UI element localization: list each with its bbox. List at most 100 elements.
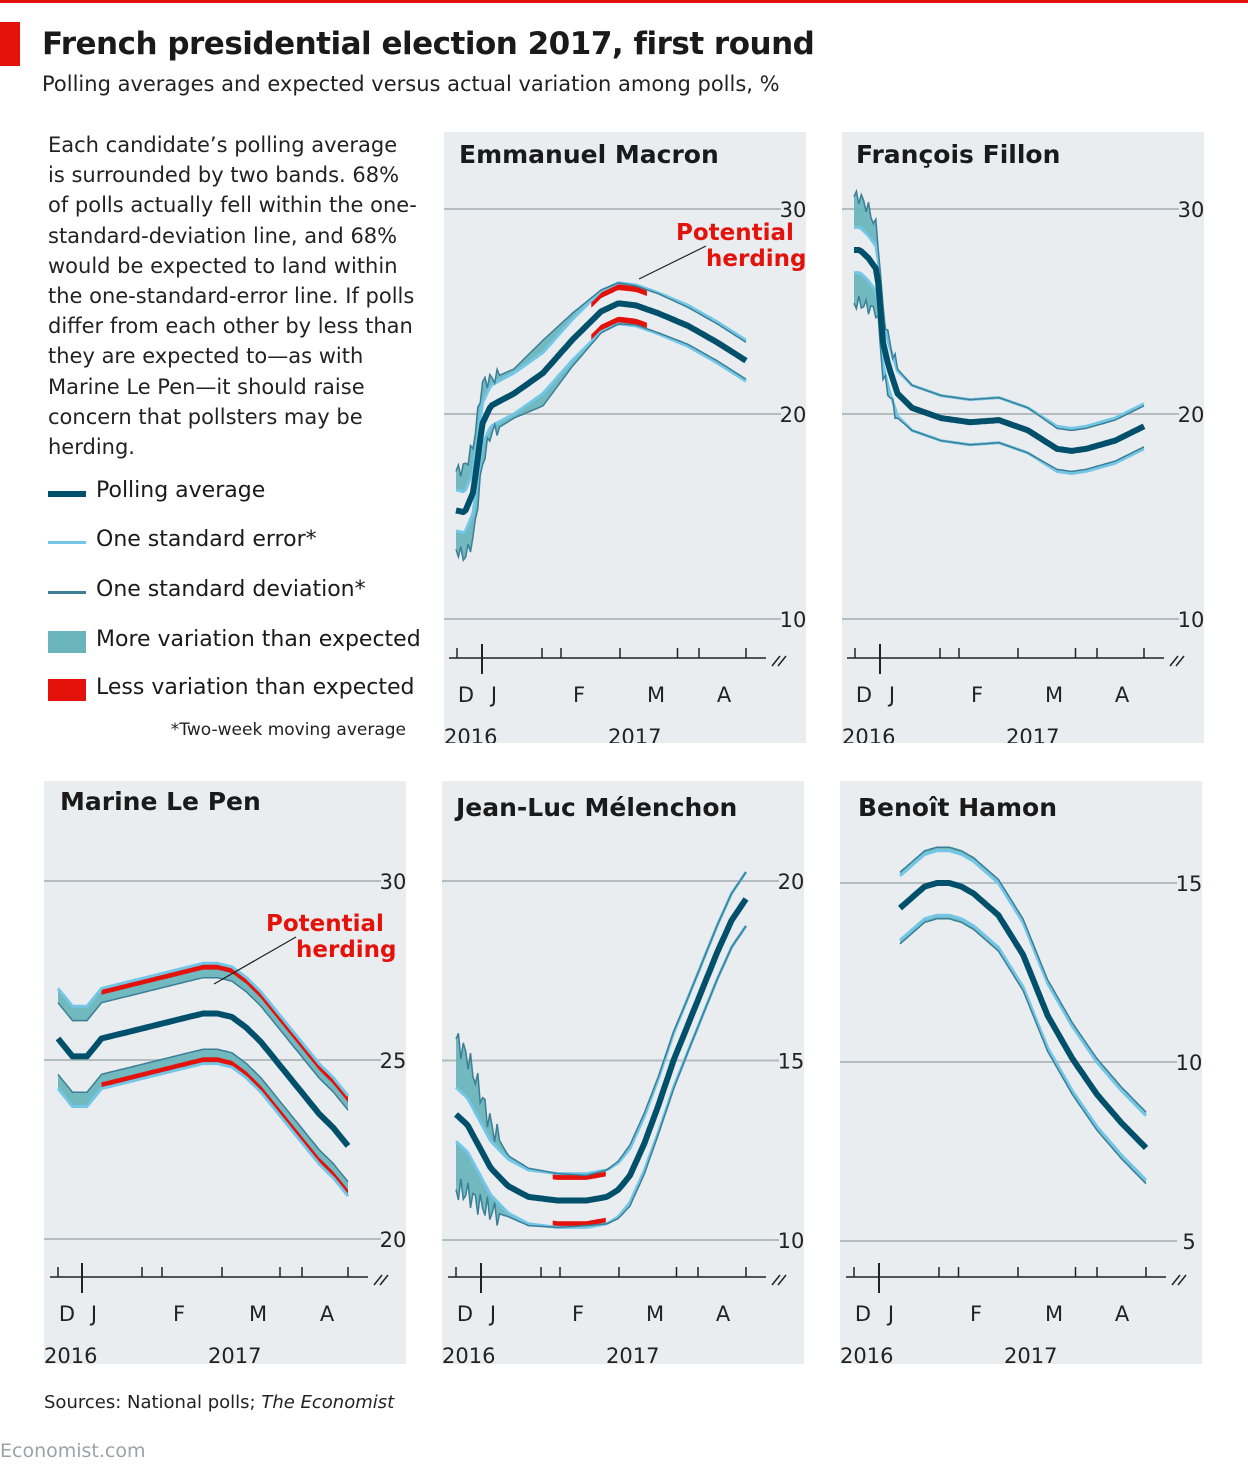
x-tick-label: A (1115, 683, 1130, 707)
legend-label: More variation than expected (96, 627, 421, 652)
x-tick-label: A (716, 1302, 731, 1326)
y-tick-label: 10 (780, 608, 806, 632)
brand-red-tab (0, 22, 20, 66)
y-tick-label: 10 (778, 1229, 804, 1253)
x-tick-label: A (1115, 1302, 1130, 1326)
band-more-variation (456, 323, 746, 561)
x-tick-label: D (59, 1302, 75, 1326)
legend-swatch-less (48, 679, 86, 701)
standard-error-line (898, 913, 1148, 1182)
axis-break-icon (771, 655, 787, 667)
source-note: Sources: National polls; The Economist (44, 1392, 394, 1413)
x-tick-label: J (489, 683, 497, 707)
year-label: 2017 (1006, 725, 1059, 743)
polling-average-line (455, 300, 748, 516)
y-tick-label: 20 (780, 403, 806, 427)
standard-deviation-line (455, 871, 747, 1177)
y-tick-label: 30 (380, 870, 406, 894)
polling-average-line (897, 880, 1149, 1150)
band-less-variation (101, 963, 348, 1103)
panel-hamon: Benoît Hamon 5 10 15 D J F M A 2016 2017 (840, 781, 1202, 1364)
chart-title: French presidential election 2017, first… (42, 26, 815, 62)
standard-deviation-line (57, 1048, 349, 1183)
x-tick-label: D (855, 1302, 871, 1326)
legend-label: Less variation than expected (96, 675, 415, 700)
standard-error-line (455, 322, 747, 535)
x-tick-label: M (1045, 683, 1063, 707)
y-tick-label: 10 (1176, 1051, 1202, 1075)
x-tick-label: F (573, 683, 585, 707)
standard-deviation-line (899, 846, 1147, 1113)
panel-le-pen: Marine Le Pen 20 25 30 D J F M A 2016 2017 Potenti… (44, 781, 406, 1364)
year-label: 2017 (608, 725, 661, 743)
legend-label: One standard deviation* (96, 577, 366, 602)
annotation-text: Potential (676, 220, 794, 246)
annotation-leader-line (638, 245, 707, 280)
axis-break-icon (1169, 655, 1185, 667)
panel-macron: Emmanuel Macron 10 20 30 D J F M A 2016 2017 Poten… (444, 132, 806, 743)
source-prefix: Sources: National polls; (44, 1392, 262, 1413)
band-more-variation (58, 963, 348, 1111)
annotation-text: herding (706, 246, 806, 272)
panel-fillon: François Fillon 10 20 30 D J F M A 2016 2017 (842, 132, 1204, 743)
chart-fillon: 10 20 30 D J F M A 2016 2017 (842, 188, 1204, 743)
year-label: 2016 (840, 1344, 893, 1364)
x-tick-label: A (717, 683, 732, 707)
year-label: 2016 (842, 725, 895, 743)
standard-deviation-line (57, 976, 349, 1111)
panel-title: François Fillon (856, 140, 1061, 169)
brand-footer: Economist.com (0, 1440, 146, 1462)
standard-deviation-line (899, 918, 1147, 1185)
y-tick-label: 15 (1176, 872, 1202, 896)
intro-text: Each candidate’s polling average is surr… (48, 133, 417, 460)
polling-average-line (853, 247, 1146, 454)
x-tick-label: J (89, 1302, 97, 1326)
axis-break-icon (771, 1274, 787, 1286)
annotation-text: Potential (266, 911, 384, 937)
x-tick-label: J (886, 1302, 894, 1326)
standard-error-line (56, 1062, 350, 1197)
x-tick-label: D (457, 1302, 473, 1326)
chart-subtitle: Polling averages and expected versus act… (42, 72, 780, 96)
source-publication: The Economist (261, 1392, 395, 1413)
band-more-variation (456, 925, 746, 1228)
panel-title: Marine Le Pen (60, 787, 261, 816)
legend-footnote: *Two-week moving average (170, 720, 406, 740)
y-tick-label: 20 (778, 870, 804, 894)
y-tick-label: 20 (380, 1228, 406, 1252)
standard-error-line (454, 925, 748, 1229)
x-tick-label: M (249, 1302, 267, 1326)
x-tick-label: M (1045, 1302, 1063, 1326)
polling-average-line (453, 897, 749, 1204)
y-tick-label: 5 (1182, 1230, 1195, 1254)
y-tick-label: 30 (1178, 198, 1204, 222)
chart-hamon: 5 10 15 D J F M A 2016 2017 (840, 846, 1202, 1364)
y-tick-label: 30 (780, 198, 806, 222)
standard-deviation-line (455, 323, 747, 563)
legend-swatch-sd (48, 591, 86, 594)
legend-label: Polling average (96, 478, 266, 503)
panel-melenchon: Jean-Luc Mélenchon 10 15 20 D J F M A 2016 2017 (442, 781, 804, 1364)
panel-title: Emmanuel Macron (459, 140, 719, 169)
legend-swatch-se (48, 541, 86, 544)
x-tick-label: F (970, 1302, 982, 1326)
year-label: 2017 (1004, 1344, 1057, 1364)
chart-melenchon: 10 15 20 D J F M A 2016 2017 (442, 870, 804, 1364)
band-more-variation (456, 872, 746, 1176)
x-tick-label: J (887, 683, 895, 707)
x-tick-label: A (320, 1302, 335, 1326)
year-label: 2017 (208, 1344, 261, 1364)
annotation-text: herding (296, 937, 397, 963)
year-label: 2016 (44, 1344, 97, 1364)
standard-deviation-line (853, 188, 1145, 432)
standard-error-line (56, 961, 350, 1097)
x-tick-label: J (488, 1302, 496, 1326)
top-rule (0, 0, 1248, 3)
x-tick-label: D (856, 683, 872, 707)
standard-error-line (898, 849, 1148, 1117)
x-tick-label: F (971, 683, 983, 707)
year-label: 2016 (442, 1344, 495, 1364)
x-tick-label: F (173, 1302, 185, 1326)
x-tick-label: M (646, 1302, 664, 1326)
